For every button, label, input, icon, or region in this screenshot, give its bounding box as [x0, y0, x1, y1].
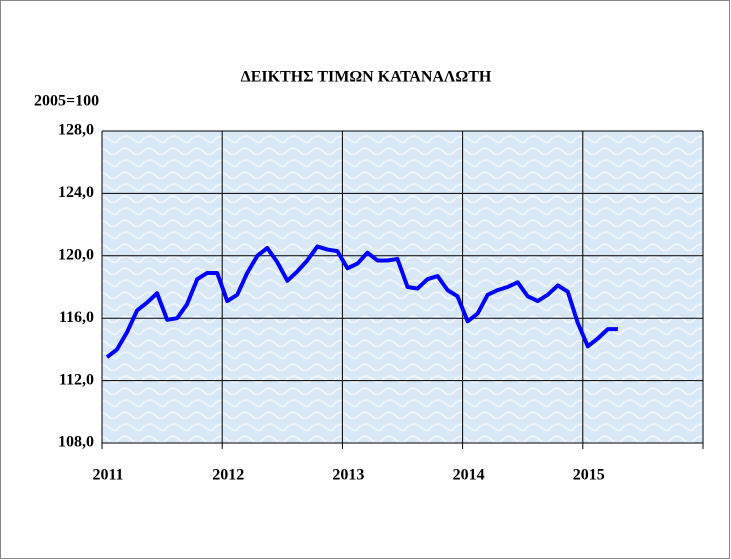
x-tick-label: 2014 — [453, 467, 485, 484]
y-tick-label: 112,0 — [59, 371, 94, 388]
x-tick-label: 2012 — [212, 467, 244, 484]
y-tick-label: 120,0 — [58, 246, 94, 263]
x-tick-label: 2013 — [332, 467, 364, 484]
x-tick-label: 2011 — [92, 467, 123, 484]
chart-title: ΔΕΙΚΤΗΣ ΤΙΜΩΝ ΚΑΤΑΝΑΛΩΤΗ — [241, 69, 492, 86]
y-axis-label: 2005=100 — [34, 93, 99, 110]
y-tick-label: 128,0 — [58, 122, 94, 139]
x-tick-label: 2015 — [573, 467, 605, 484]
y-tick-label: 108,0 — [58, 434, 94, 451]
y-tick-label: 116,0 — [59, 309, 94, 326]
series-line — [105, 244, 618, 359]
y-tick-label: 124,0 — [58, 184, 94, 201]
plot-area — [102, 131, 703, 443]
